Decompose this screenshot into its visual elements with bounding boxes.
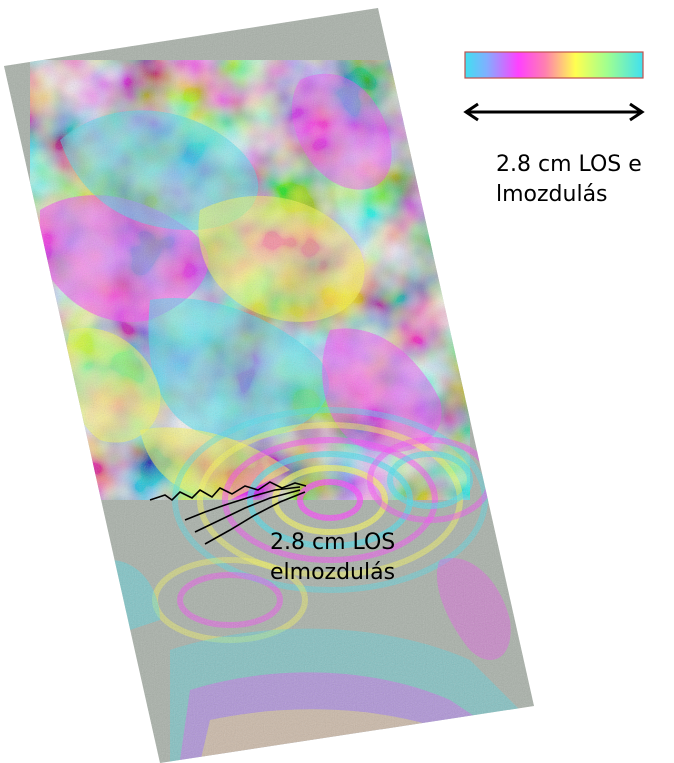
colorbar-caption: 2.8 cm LOS elmozdulás	[496, 152, 642, 207]
scale-arrow	[463, 102, 645, 122]
fault-traces	[149, 481, 307, 545]
colorbar	[464, 51, 644, 79]
rupture-caption: 2.8 cm LOS elmozdulás	[270, 530, 396, 585]
